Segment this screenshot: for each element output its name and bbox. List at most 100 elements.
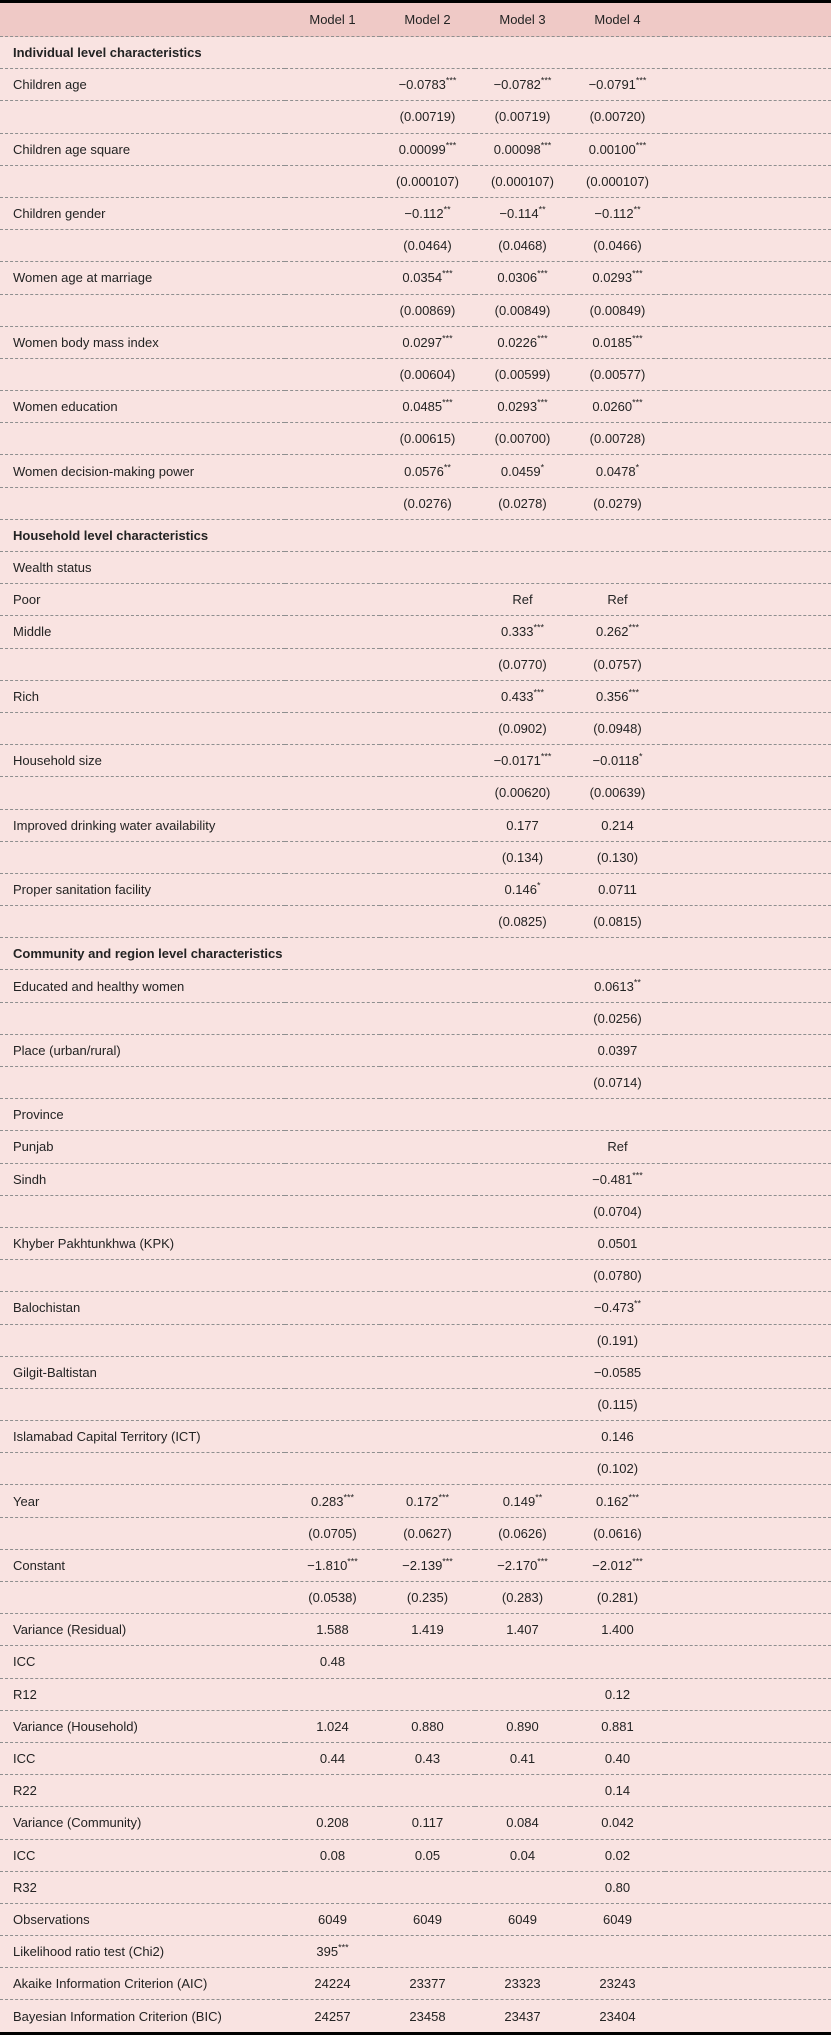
significance-stars: *** [632,269,643,280]
value-cell-model-1 [285,326,380,359]
value-cell-model-3 [475,1066,570,1100]
spacer-cell [665,551,831,585]
value-cell-model-1: 0.44 [285,1742,380,1776]
value-cell-model-1 [285,261,380,295]
value-cell-model-1 [285,680,380,713]
value-cell-model-4: (0.281) [570,1581,665,1615]
value-cell-model-1: 0.208 [285,1806,380,1840]
spacer-cell [665,1227,831,1261]
value-cell-model-4: (0.0714) [570,1066,665,1100]
value-cell-model-3 [475,1871,570,1904]
value-cell-model-1 [285,229,380,263]
significance-stars: *** [445,140,457,151]
row-label: Khyber Pakhtunkhwa (KPK) [0,1227,285,1261]
value-cell-model-3: (0.283) [475,1581,570,1615]
value-cell-model-1 [285,583,380,617]
spacer-cell [665,583,831,617]
spacer-cell [665,261,831,295]
value-cell-model-2: (0.00615) [380,422,475,456]
value-cell-model-1 [285,100,380,134]
value-cell-model-2 [380,1259,475,1293]
spacer-cell [665,1806,831,1840]
row-label [0,1002,285,1035]
spacer-cell [665,841,831,874]
value-cell-model-1 [285,390,380,424]
value-cell-model-3 [475,519,570,553]
standard-error-row: (0.0714) [0,1066,831,1100]
value-cell-model-3: (0.00849) [475,294,570,327]
value-cell-model-3: (0.0278) [475,487,570,520]
value-cell-model-4: −0.481*** [570,1163,665,1196]
row-label: R12 [0,1678,285,1711]
value-cell-model-3: (0.000107) [475,165,570,198]
value-cell-model-1 [285,1774,380,1808]
row-label: Poor [0,583,285,617]
value-cell-model-2 [380,1420,475,1454]
standard-error-row: (0.102) [0,1452,831,1486]
value-cell-model-2: −2.139*** [380,1549,475,1583]
spacer-cell [665,519,831,553]
spacer-cell [665,68,831,102]
standard-error-row: (0.0538) (0.235) (0.283) (0.281) [0,1581,831,1615]
value-cell-model-3 [475,1452,570,1486]
spacer-cell [665,744,831,778]
value-cell-model-4: (0.102) [570,1452,665,1486]
spacer-cell [665,229,831,263]
significance-stars: * [540,462,545,473]
value-cell-model-4: 6049 [570,1903,665,1937]
value-cell-model-2 [380,1098,475,1132]
spacer-cell [665,1645,831,1679]
row-label [0,1517,285,1550]
significance-stars: *** [537,397,548,408]
significance-stars: *** [628,623,640,634]
value-cell-model-2 [380,905,475,939]
significance-stars: *** [628,687,640,698]
spacer-cell [665,1517,831,1550]
spacer-cell [665,133,831,166]
spacer-cell [665,165,831,198]
spacer-cell [665,1356,831,1389]
value-cell-model-1: 1.588 [285,1613,380,1647]
spacer-cell [665,1903,831,1937]
value-cell-model-2: −0.112** [380,197,475,231]
value-cell-model-1 [285,648,380,681]
value-cell-model-3 [475,1034,570,1068]
value-cell-model-1 [285,1871,380,1904]
value-cell-model-4 [570,1098,665,1132]
value-cell-model-1 [285,519,380,553]
value-cell-model-3 [475,1130,570,1164]
row-label [0,776,285,810]
value-cell-model-1 [285,422,380,456]
value-cell-model-2: (0.000107) [380,165,475,198]
value-cell-model-4: −0.0118* [570,744,665,778]
standard-error-row: (0.0256) [0,1002,831,1035]
value-cell-model-4 [570,36,665,70]
value-cell-model-3: (0.0468) [475,229,570,263]
value-cell-model-2: 0.00099*** [380,133,475,166]
value-cell-model-3: 0.0226*** [475,326,570,359]
value-cell-model-4: (0.115) [570,1388,665,1422]
value-cell-model-3: 0.0306*** [475,261,570,295]
value-cell-model-1 [285,937,380,971]
table-row: Constant −1.810*** −2.139*** −2.170*** −2.01… [0,1549,831,1583]
table-row: Khyber Pakhtunkhwa (KPK) 0.0501 [0,1227,831,1261]
value-cell-model-3: (0.00700) [475,422,570,456]
significance-stars: *** [442,397,453,408]
value-cell-model-3: 0.146* [475,873,570,907]
spacer-cell [665,1613,831,1647]
standard-error-row: (0.00604) (0.00599) (0.00577) [0,358,831,392]
value-cell-model-1 [285,294,380,327]
spacer-cell [665,1324,831,1357]
value-cell-model-3 [475,969,570,1003]
value-cell-model-4: 0.0501 [570,1227,665,1261]
value-cell-model-1: 0.283*** [285,1484,380,1518]
row-label: Children gender [0,197,285,231]
spacer-cell [665,294,831,327]
spacer-cell [665,1581,831,1615]
value-cell-model-4: 1.400 [570,1613,665,1647]
value-cell-model-3: 0.41 [475,1742,570,1776]
value-cell-model-3 [475,937,570,971]
value-cell-model-2 [380,873,475,907]
value-cell-model-1 [285,1002,380,1035]
spacer-cell [665,422,831,456]
